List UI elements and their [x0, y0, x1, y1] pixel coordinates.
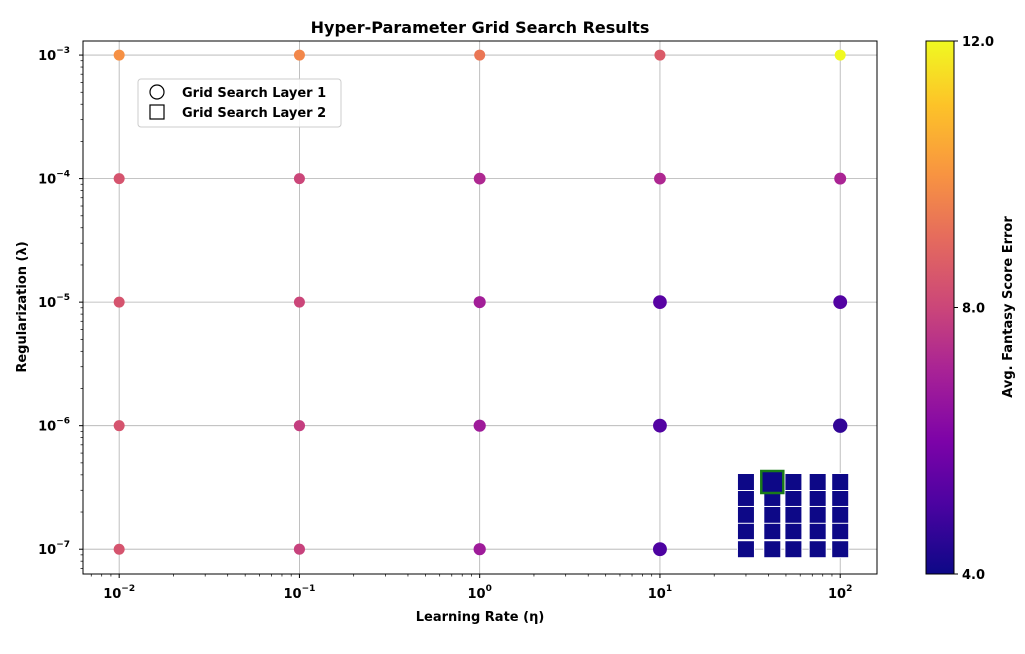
layer2-points [736, 469, 850, 559]
layer2-point [831, 540, 850, 559]
plot-area-frame [82, 40, 878, 575]
layer1-point [293, 173, 305, 185]
y-tick-label: 10−4 [38, 170, 70, 188]
layer2-point [763, 505, 782, 524]
layer1-point [293, 543, 305, 555]
layer2-point [736, 488, 755, 507]
x-axis-ticks: 10−2 10−1 100 101 102 [90, 574, 852, 602]
layer2-point [808, 505, 827, 524]
layer2-point [784, 522, 803, 541]
layer2-point [784, 488, 803, 507]
y-axis-ticks: 10−7 10−6 10−5 10−4 10−3 [38, 46, 83, 569]
layer1-point [113, 420, 125, 432]
legend-square-marker [149, 104, 165, 120]
layer1-point [652, 542, 667, 557]
layer1-point [113, 543, 125, 555]
x-tick-label: 102 [828, 584, 852, 602]
layer2-point [808, 488, 827, 507]
y-tick-label: 10−5 [38, 293, 70, 311]
layer2-point [831, 522, 850, 541]
colorbar-tick-label: 12.0 [962, 35, 994, 50]
y-tick-label: 10−6 [38, 417, 70, 435]
layer2-point [784, 473, 803, 492]
y-tick-label: 10−3 [38, 46, 70, 64]
colorbar: 4.0 8.0 12.0 Avg. Fantasy Score Error [925, 35, 1016, 583]
layer1-point [833, 295, 848, 310]
layer2-point [808, 522, 827, 541]
layer1-point [473, 419, 486, 432]
layer2-point [831, 473, 850, 492]
colorbar-gradient [925, 40, 955, 575]
layer1-point [473, 172, 486, 185]
y-axis-label: Regularization (λ) [15, 241, 30, 372]
layer2-point [831, 488, 850, 507]
layer2-point [831, 505, 850, 524]
colorbar-label: Avg. Fantasy Score Error [1001, 216, 1016, 398]
legend: Grid Search Layer 1 Grid Search Layer 2 [137, 78, 342, 128]
layer1-point [654, 172, 666, 185]
layer2-point [736, 473, 755, 492]
layer1-point [474, 49, 486, 61]
y-tick-label: 10−7 [38, 540, 70, 558]
layer1-point [653, 295, 667, 309]
layer1-point [293, 296, 305, 308]
layer2-point [784, 540, 803, 559]
best-point-highlight [760, 469, 785, 495]
layer1-point [293, 49, 305, 61]
x-tick-label: 10−2 [103, 584, 135, 602]
layer1-point [653, 418, 667, 433]
layer2-point [736, 540, 755, 559]
layer2-point [763, 540, 782, 559]
colorbar-tick-label: 4.0 [962, 568, 985, 583]
layer1-point [473, 543, 486, 556]
layer1-point [113, 173, 125, 185]
layer1-point [834, 172, 847, 185]
legend-label-layer-2: Grid Search Layer 2 [182, 106, 326, 121]
chart-title: Hyper-Parameter Grid Search Results [311, 18, 650, 37]
x-axis-label: Learning Rate (η) [416, 610, 545, 625]
layer1-point [833, 418, 848, 433]
colorbar-tick-label: 8.0 [962, 302, 985, 317]
layer2-point [808, 473, 827, 492]
x-tick-label: 100 [468, 584, 492, 602]
layer1-point [473, 296, 486, 309]
legend-label-layer-1: Grid Search Layer 1 [182, 86, 326, 101]
colorbar-ticks: 4.0 8.0 12.0 [954, 35, 994, 583]
layer1-point [113, 296, 125, 308]
layer1-point [834, 49, 846, 61]
legend-box [137, 78, 342, 128]
x-tick-label: 10−1 [283, 584, 315, 602]
layer2-point [808, 540, 827, 559]
layer1-point [113, 49, 125, 61]
layer1-point [654, 49, 666, 61]
layer2-point [763, 522, 782, 541]
layer2-point [736, 522, 755, 541]
layer2-point [736, 505, 755, 524]
x-tick-label: 101 [648, 584, 672, 602]
layer2-point [784, 505, 803, 524]
layer1-point [293, 420, 306, 432]
legend-circle-marker [149, 84, 165, 100]
